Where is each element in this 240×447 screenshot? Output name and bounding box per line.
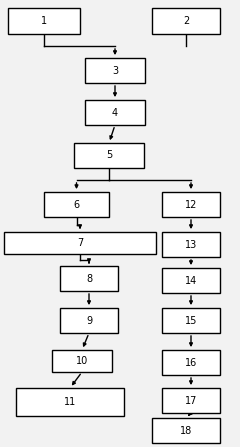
Text: 5: 5 [106,151,112,160]
Bar [162,232,220,257]
Text: 3: 3 [112,66,118,76]
Bar [4,232,156,254]
Text: 13: 13 [185,240,197,249]
Text: 17: 17 [185,396,197,405]
Text: 16: 16 [185,358,197,367]
Bar [74,143,144,168]
Bar [152,418,220,443]
Bar [162,268,220,293]
Bar [8,8,80,34]
Text: 14: 14 [185,275,197,286]
Text: 12: 12 [185,199,197,210]
Text: 1: 1 [41,16,47,26]
Text: 9: 9 [86,316,92,325]
Text: 15: 15 [185,316,197,325]
Bar [60,308,118,333]
Bar [85,58,145,83]
Text: 4: 4 [112,107,118,118]
Bar [60,266,118,291]
Bar [52,350,112,372]
Text: 18: 18 [180,426,192,435]
Bar [162,192,220,217]
Bar [152,8,220,34]
Text: 2: 2 [183,16,189,26]
Text: 7: 7 [77,238,83,248]
Text: 10: 10 [76,356,88,366]
Bar [162,308,220,333]
Bar [16,388,124,416]
Bar [44,192,109,217]
Bar [162,350,220,375]
Bar [162,388,220,413]
Text: 8: 8 [86,274,92,283]
Bar [85,100,145,125]
Text: 6: 6 [73,199,80,210]
Text: 11: 11 [64,397,76,407]
